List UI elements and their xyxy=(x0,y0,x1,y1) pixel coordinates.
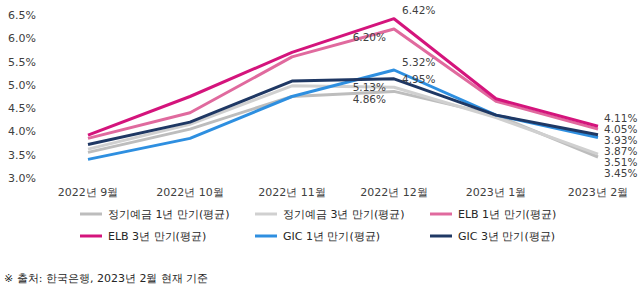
data-label: 6.20% xyxy=(353,31,386,43)
y-tick-label: 5.5% xyxy=(8,56,36,69)
y-tick-label: 6.0% xyxy=(8,32,36,45)
x-tick-label: 2023년 1월 xyxy=(466,186,527,199)
series-line xyxy=(88,19,598,136)
footnote: ※ 출처: 한국은행, 2023년 2월 현재 기준 xyxy=(4,272,208,285)
legend-label: GIC 1년 만기(평균) xyxy=(283,230,380,243)
legend: 정기예금 1년 만기(평균) 정기예금 3년 만기(평균) ELB 1년 만기(평균… xyxy=(80,208,556,243)
chart: 3.0% 3.5% 4.0% 4.5% 5.0% 5.5% 6.0% 6.5% 2022년 9월… xyxy=(0,0,640,292)
legend-label: GIC 3년 만기(평균) xyxy=(458,230,555,243)
y-tick-label: 3.5% xyxy=(8,149,36,162)
x-tick-label: 2022년 9월 xyxy=(58,186,119,199)
x-tick-label: 2022년 12월 xyxy=(360,186,428,199)
data-label: 4.86% xyxy=(353,93,386,105)
legend-swatch xyxy=(430,235,452,238)
legend-swatch xyxy=(255,235,277,238)
series-line xyxy=(88,70,598,159)
y-tick-label: 5.0% xyxy=(8,79,36,92)
legend-swatch xyxy=(255,213,277,216)
data-label: 6.42% xyxy=(402,4,435,16)
data-label: 3.45% xyxy=(604,167,637,179)
series-line xyxy=(88,79,598,145)
value-labels: 4.11%4.05%3.93%3.87%3.51%3.45%6.42%6.20%… xyxy=(353,4,638,180)
legend-label: ELB 1년 만기(평균) xyxy=(458,208,556,221)
y-tick-label: 6.5% xyxy=(8,9,36,22)
series-line xyxy=(88,91,598,157)
plot-lines xyxy=(88,19,598,160)
legend-swatch xyxy=(80,213,102,216)
y-tick-label: 4.0% xyxy=(8,125,36,138)
x-tick-label: 2022년 11월 xyxy=(258,186,326,199)
y-tick-label: 3.0% xyxy=(8,172,36,185)
data-label: 4.95% xyxy=(402,73,435,85)
x-tick-label: 2022년 10월 xyxy=(156,186,224,199)
data-label: 5.13% xyxy=(353,81,386,93)
legend-swatch xyxy=(430,213,452,216)
x-tick-label: 2023년 2월 xyxy=(568,186,629,199)
x-axis: 2022년 9월 2022년 10월 2022년 11월 2022년 12월 2023년… xyxy=(58,186,629,199)
legend-label: 정기예금 1년 만기(평균) xyxy=(108,208,230,221)
legend-label: 정기예금 3년 만기(평균) xyxy=(283,208,405,221)
legend-swatch xyxy=(80,235,102,238)
data-label: 5.32% xyxy=(402,56,435,68)
y-axis: 3.0% 3.5% 4.0% 4.5% 5.0% 5.5% 6.0% 6.5% xyxy=(8,9,36,185)
y-tick-label: 4.5% xyxy=(8,102,36,115)
legend-label: ELB 3년 만기(평균) xyxy=(108,230,206,243)
